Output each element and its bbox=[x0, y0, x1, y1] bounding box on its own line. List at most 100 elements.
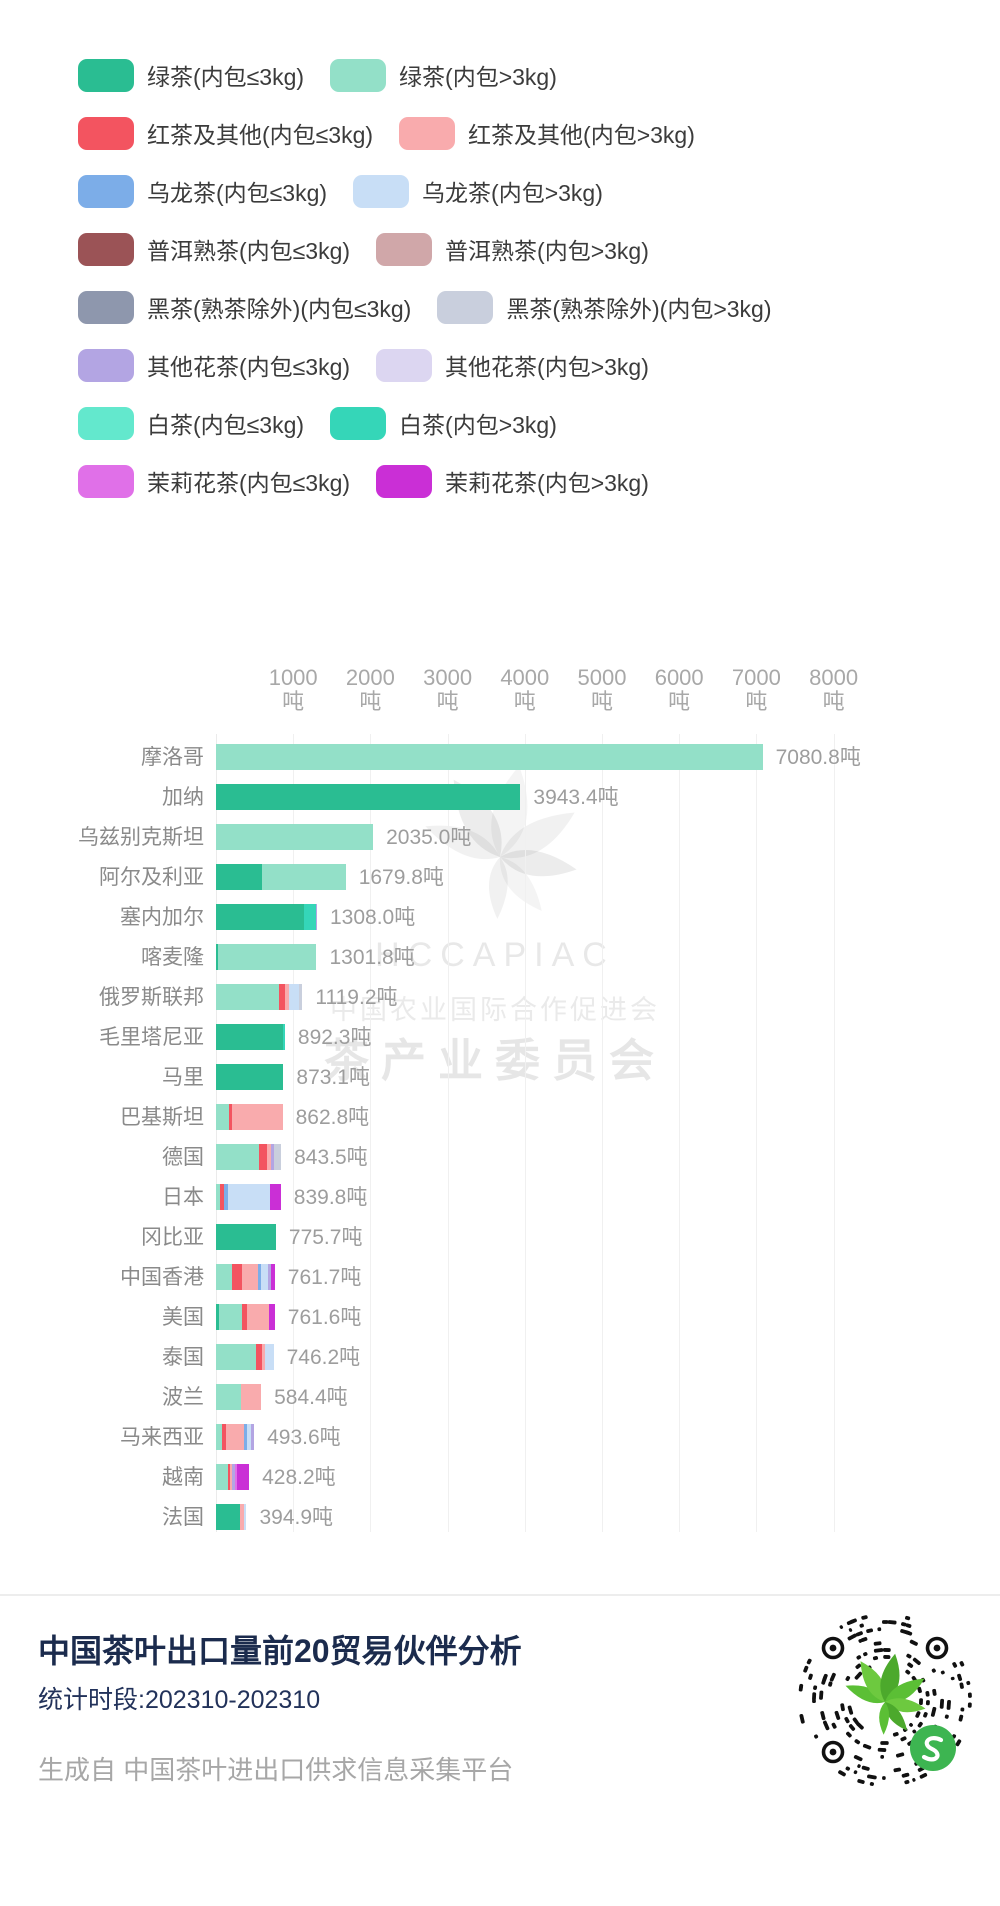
legend-row: 白茶(内包≤3kg) 白茶(内包>3kg) bbox=[78, 394, 772, 452]
country-label: 马里 bbox=[162, 1066, 204, 1089]
legend-item-label: 黑茶(熟茶除外)(内包≤3kg) bbox=[147, 296, 412, 322]
legend-item-puer_le3: 普洱熟茶(内包≤3kg) bbox=[78, 232, 350, 266]
x-axis-tick-label: 1000 吨 bbox=[269, 666, 318, 714]
value-label: 1308.0吨 bbox=[330, 906, 416, 929]
gridline bbox=[602, 734, 603, 1532]
legend-item-label: 其他花茶(内包≤3kg) bbox=[147, 354, 351, 380]
legend-item-label: 乌龙茶(内包≤3kg) bbox=[147, 180, 328, 206]
country-label: 塞内加尔 bbox=[120, 906, 204, 929]
legend-item-green_le3: 绿茶(内包≤3kg) bbox=[78, 58, 304, 92]
legend-item-label: 黑茶(熟茶除外)(内包>3kg) bbox=[506, 296, 772, 322]
tick-value: 6000 bbox=[654, 665, 704, 690]
bar-segment-white_gt3 bbox=[304, 904, 316, 930]
bar-segment-oolong_gt3 bbox=[244, 1504, 247, 1530]
country-label: 越南 bbox=[162, 1466, 204, 1489]
legend-swatch-icon bbox=[78, 174, 134, 208]
legend-item-label: 白茶(内包≤3kg) bbox=[147, 412, 305, 438]
country-label: 摩洛哥 bbox=[141, 746, 204, 769]
country-label: 乌兹别克斯坦 bbox=[78, 826, 204, 849]
bar-法国 bbox=[216, 1504, 247, 1530]
bar-中国香港 bbox=[216, 1264, 275, 1290]
x-axis-tick-label: 5000 吨 bbox=[578, 666, 627, 714]
bar-segment-flower_le3 bbox=[251, 1424, 255, 1450]
bar-摩洛哥 bbox=[216, 744, 763, 770]
tick-unit: 吨 bbox=[282, 689, 305, 714]
tick-unit: 吨 bbox=[436, 689, 459, 714]
footer-divider bbox=[0, 1594, 1000, 1596]
bar-segment-flower_le3 bbox=[232, 1464, 235, 1490]
legend-row: 乌龙茶(内包≤3kg) 乌龙茶(内包>3kg) bbox=[78, 162, 772, 220]
bar-segment-jasmine_le3 bbox=[234, 1464, 237, 1490]
country-label: 喀麦隆 bbox=[141, 946, 204, 969]
value-label: 761.7吨 bbox=[287, 1266, 362, 1289]
bar-segment-green_le3 bbox=[216, 864, 263, 890]
tick-value: 8000 bbox=[809, 665, 859, 690]
bar-segment-red_gt3 bbox=[261, 1344, 265, 1370]
tick-unit: 吨 bbox=[513, 689, 536, 714]
bar-segment-green_le3 bbox=[216, 944, 218, 970]
legend-item-jasmine_gt3: 茉莉花茶(内包>3kg) bbox=[376, 464, 649, 498]
bar-segment-green_le3 bbox=[216, 1504, 240, 1530]
bar-segment-jasmine_gt3 bbox=[270, 1264, 275, 1290]
legend-item-white_le3: 白茶(内包≤3kg) bbox=[78, 406, 304, 440]
bar-segment-red_le3 bbox=[279, 984, 286, 1010]
legend-item-label: 绿茶(内包≤3kg) bbox=[147, 64, 305, 90]
bar-segment-green_gt3 bbox=[262, 864, 346, 890]
value-label: 892.3吨 bbox=[297, 1026, 372, 1049]
legend-swatch-icon bbox=[78, 232, 134, 266]
country-label: 泰国 bbox=[162, 1346, 204, 1369]
bar-segment-red_gt3 bbox=[266, 1144, 271, 1170]
legend-item-red_le3: 红茶及其他(内包≤3kg) bbox=[78, 116, 373, 150]
legend-item-oolong_le3: 乌龙茶(内包≤3kg) bbox=[78, 174, 327, 208]
legend-row: 红茶及其他(内包≤3kg) 红茶及其他(内包>3kg) bbox=[78, 104, 772, 162]
bar-泰国 bbox=[216, 1344, 274, 1370]
bar-segment-jasmine_gt3 bbox=[236, 1464, 250, 1490]
value-label: 7080.8吨 bbox=[775, 746, 861, 769]
x-axis-tick-label: 3000 吨 bbox=[423, 666, 472, 714]
legend-item-label: 普洱熟茶(内包≤3kg) bbox=[147, 238, 351, 264]
bar-segment-red_le3 bbox=[258, 1144, 267, 1170]
country-label: 日本 bbox=[162, 1186, 204, 1209]
y-axis-line bbox=[216, 734, 217, 1532]
legend-item-label: 茉莉花茶(内包>3kg) bbox=[445, 470, 649, 496]
country-label: 毛里塔尼亚 bbox=[99, 1026, 204, 1049]
watermark-committee-name: 茶产业委员会 bbox=[323, 1035, 667, 1086]
bar-segment-green_le3 bbox=[216, 1224, 276, 1250]
bar-segment-flower_le3 bbox=[315, 904, 317, 930]
legend-item-label: 白茶(内包>3kg) bbox=[399, 412, 557, 438]
legend-row: 绿茶(内包≤3kg) 绿茶(内包>3kg) bbox=[78, 46, 772, 104]
tick-unit: 吨 bbox=[668, 689, 691, 714]
legend-swatch-icon bbox=[399, 116, 456, 150]
bar-segment-green_gt3 bbox=[219, 1304, 243, 1330]
legend-item-red_gt3: 红茶及其他(内包>3kg) bbox=[399, 116, 695, 150]
country-label: 美国 bbox=[162, 1306, 204, 1329]
bar-马来西亚 bbox=[216, 1424, 255, 1450]
gridline bbox=[447, 734, 449, 1532]
country-label: 中国香港 bbox=[120, 1266, 204, 1289]
value-label: 839.8吨 bbox=[293, 1186, 368, 1209]
legend-item-puer_gt3: 普洱熟茶(内包>3kg) bbox=[376, 232, 649, 266]
bar-segment-green_le3 bbox=[216, 1024, 284, 1050]
legend-swatch-icon bbox=[376, 348, 433, 382]
bar-segment-flower_le3 bbox=[270, 1144, 274, 1170]
bar-segment-green_le3 bbox=[216, 1304, 220, 1330]
tick-unit: 吨 bbox=[745, 689, 768, 714]
legend-item-label: 乌龙茶(内包>3kg) bbox=[422, 180, 603, 206]
country-label: 俄罗斯联邦 bbox=[99, 986, 204, 1009]
x-axis-tick-label: 6000 吨 bbox=[655, 666, 704, 714]
legend-row: 其他花茶(内包≤3kg) 其他花茶(内包>3kg) bbox=[78, 336, 772, 394]
country-label: 冈比亚 bbox=[141, 1226, 204, 1249]
gridline bbox=[833, 734, 835, 1532]
bar-segment-green_gt3 bbox=[216, 1144, 259, 1170]
value-label: 3943.4吨 bbox=[533, 786, 619, 809]
report-subtitle: 统计时段:202310-202310 bbox=[38, 1686, 321, 1714]
bar-segment-oolong_le3 bbox=[257, 1264, 261, 1290]
bar-乌兹别克斯坦 bbox=[216, 824, 374, 850]
gridline bbox=[756, 734, 758, 1532]
bar-segment-green_le3 bbox=[216, 1064, 284, 1090]
value-label: 584.4吨 bbox=[274, 1386, 348, 1409]
bar-segment-green_gt3 bbox=[216, 1184, 221, 1210]
bar-segment-black_gt3 bbox=[273, 1144, 282, 1170]
legend-swatch-icon bbox=[330, 58, 387, 92]
